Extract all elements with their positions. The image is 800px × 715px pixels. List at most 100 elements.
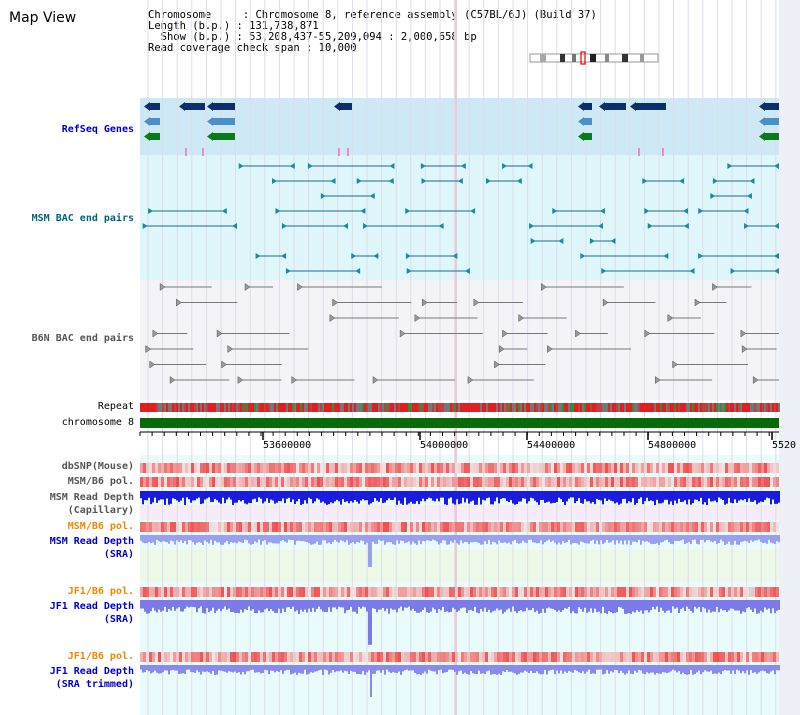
repeat-segment <box>406 403 408 412</box>
track-label-refseq[interactable]: RefSeq Genes <box>61 124 134 135</box>
pol-density <box>680 522 683 532</box>
depth-bar <box>512 600 514 607</box>
bac-end <box>774 268 779 274</box>
pol-density <box>728 522 731 532</box>
repeat-segment <box>554 403 556 412</box>
bac-end <box>421 178 427 184</box>
track-label-dbsnp[interactable]: dbSNP(Mouse) <box>61 461 134 472</box>
pol-density <box>680 477 683 487</box>
depth-bar <box>608 665 610 674</box>
depth-bar <box>506 665 508 671</box>
snp-density <box>287 463 290 473</box>
depth-bar <box>604 535 606 543</box>
repeat-segment <box>214 403 216 412</box>
repeat-segment <box>564 403 566 412</box>
pol-density <box>275 587 278 597</box>
pol-density <box>278 652 281 662</box>
depth-bar <box>446 600 448 612</box>
pol-density <box>257 477 260 487</box>
pol-density <box>242 587 245 597</box>
repeat-segment <box>206 403 208 412</box>
depth-bar <box>660 600 662 608</box>
gene-arrow <box>207 117 213 126</box>
track-label-msm-b6-pol[interactable]: MSM/B6 pol. <box>67 476 134 487</box>
depth-bar <box>148 600 150 614</box>
snp-density <box>584 463 587 473</box>
track-label-b6n-bac[interactable]: B6N BAC end pairs <box>31 333 134 344</box>
depth-bar <box>638 535 640 540</box>
track-label-jf1-depth-trimmed[interactable]: JF1 Read Depth <box>49 666 134 677</box>
depth-bar <box>656 665 658 673</box>
pol-density <box>542 587 545 597</box>
info-length: Length (b.p.) : 131,738,871 <box>148 20 319 32</box>
pol-density <box>707 652 710 662</box>
repeat-segment <box>252 403 254 412</box>
snp-density <box>464 463 467 473</box>
depth-bar <box>554 600 556 611</box>
track-label-jf1-b6-pol[interactable]: JF1/B6 pol. <box>67 586 134 597</box>
snp-density <box>689 463 692 473</box>
snp-density <box>356 463 359 473</box>
pol-density <box>773 587 776 597</box>
track-label-jf1-depth-sra[interactable]: JF1 Read Depth <box>49 601 134 612</box>
depth-bar <box>252 600 254 610</box>
depth-bar <box>444 600 446 612</box>
depth-bar <box>256 665 258 673</box>
depth-bar <box>732 535 734 545</box>
track-label-jf1-b6-pol-2[interactable]: JF1/B6 pol. <box>67 651 134 662</box>
depth-bar <box>378 535 380 540</box>
repeat-segment <box>460 403 462 412</box>
depth-bar <box>694 600 696 607</box>
depth-bar <box>176 535 178 541</box>
depth-bar <box>334 600 336 608</box>
pol-density <box>341 587 344 597</box>
repeat-segment <box>670 403 672 412</box>
pol-density <box>257 652 260 662</box>
track-label-msm-depth-sra[interactable]: MSM Read Depth <box>49 536 134 547</box>
snp-density <box>158 463 161 473</box>
track-label-msm-depth-capillary[interactable]: MSM Read Depth <box>49 492 134 503</box>
snp-density <box>218 463 221 473</box>
repeat-segment <box>672 403 674 412</box>
pol-density <box>170 522 173 532</box>
pol-density <box>497 652 500 662</box>
pol-density <box>473 587 476 597</box>
repeat-segment <box>700 403 702 412</box>
pol-density <box>161 522 164 532</box>
repeat-segment <box>470 403 472 412</box>
pol-density <box>530 477 533 487</box>
depth-bar <box>168 535 170 544</box>
pol-density <box>764 652 767 662</box>
pol-density <box>419 522 422 532</box>
repeat-segment <box>282 403 284 412</box>
pol-density <box>437 522 440 532</box>
depth-bar <box>706 600 708 613</box>
depth-bar <box>232 491 234 505</box>
depth-bar <box>148 665 150 672</box>
track-label-msm-bac[interactable]: MSM BAC end pairs <box>31 213 134 224</box>
pol-density <box>419 652 422 662</box>
pol-density <box>758 587 761 597</box>
depth-bar <box>334 665 336 673</box>
track-label-msm-b6-pol-2[interactable]: MSM/B6 pol. <box>67 521 134 532</box>
depth-bar <box>702 535 704 540</box>
depth-bar <box>756 535 758 541</box>
depth-bar <box>572 491 574 498</box>
bac-end <box>238 163 244 169</box>
depth-bar <box>146 600 148 614</box>
snp-density <box>632 463 635 473</box>
pol-density <box>503 652 506 662</box>
pol-density <box>398 477 401 487</box>
depth-bar <box>718 535 720 544</box>
depth-bar <box>388 665 390 672</box>
depth-bar <box>232 665 234 673</box>
repeat-segment <box>416 403 418 412</box>
depth-bar <box>670 600 672 613</box>
depth-bar <box>512 491 514 504</box>
pol-density <box>410 522 413 532</box>
gene-tick <box>338 148 340 156</box>
repeat-segment <box>412 403 414 412</box>
pol-density <box>482 652 485 662</box>
pol-density <box>413 522 416 532</box>
